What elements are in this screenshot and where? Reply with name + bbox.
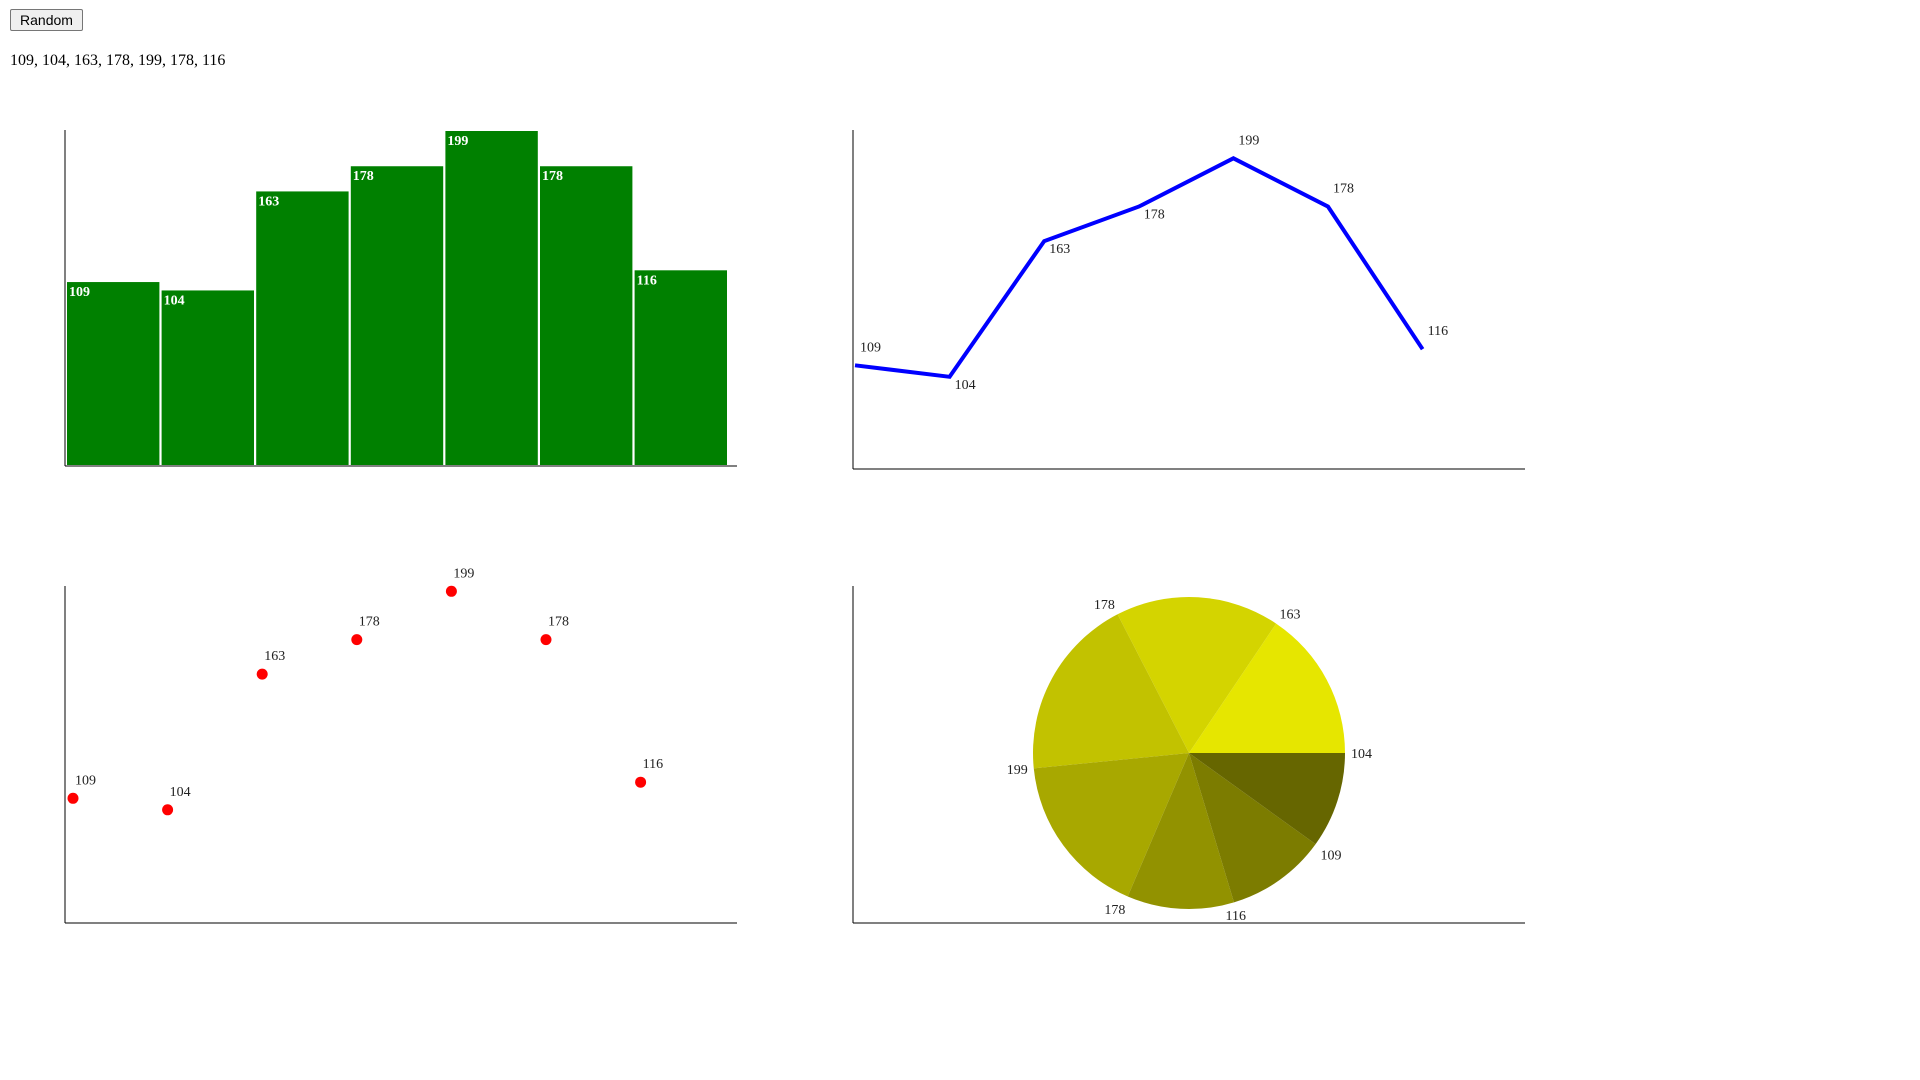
line-point-label: 104 (955, 378, 976, 393)
line-chart: 109 104 163 178 199 178 116 (852, 130, 1525, 470)
bar (634, 270, 727, 465)
scatter-point (351, 634, 363, 646)
scatter-point-label: 109 (75, 773, 96, 788)
scatter-point (67, 792, 79, 804)
scatter-point (256, 668, 268, 680)
line-point-label: 116 (1428, 324, 1448, 339)
line-point-label: 178 (1144, 208, 1165, 223)
bar-label: 199 (447, 134, 468, 149)
bar-label: 116 (637, 273, 657, 288)
bar-label: 109 (69, 285, 90, 300)
pie-slice (1032, 614, 1189, 769)
scatter-point-label: 199 (453, 566, 474, 581)
line-series (854, 156, 1425, 379)
line-point-label: 199 (1238, 133, 1259, 148)
pie-slice-label: 116 (1225, 909, 1245, 924)
random-button[interactable]: Random (10, 9, 83, 31)
bar-label: 178 (542, 169, 563, 184)
bar (350, 166, 444, 466)
bar-label: 178 (353, 169, 374, 184)
bar-label: 104 (164, 293, 185, 308)
scatter-point-label: 163 (264, 649, 285, 664)
pie-chart: 163 178 199 178 116 109 104 (852, 586, 1525, 924)
pie-slice-label: 178 (1094, 598, 1115, 613)
scatter-point-label: 178 (548, 615, 569, 630)
scatter-point (540, 634, 552, 646)
pie-slice (1117, 596, 1277, 753)
pie-slice-label: 163 (1279, 608, 1300, 623)
pie-slice-label: 104 (1351, 747, 1372, 762)
scatter-point (635, 776, 647, 788)
pie-slice (1189, 753, 1345, 845)
scatter-point-label: 178 (359, 615, 380, 630)
pie-slice (1033, 753, 1189, 897)
scatter-point (162, 804, 174, 816)
scatter-point-label: 116 (643, 757, 663, 772)
values-text: 109, 104, 163, 178, 199, 178, 116 (10, 52, 226, 69)
scatter-chart: 109 104 163 178 199 178 116 (64, 566, 737, 924)
pie-slice (1189, 623, 1345, 753)
pie-slice (1127, 753, 1234, 909)
bar (445, 131, 538, 465)
line-point-label: 178 (1333, 182, 1354, 197)
bar (161, 290, 254, 465)
line-point-label: 163 (1049, 242, 1070, 257)
bar-label: 163 (258, 194, 279, 209)
bar (256, 191, 349, 465)
scatter-point (445, 585, 457, 597)
pie-slice-label: 199 (1007, 763, 1028, 778)
pie-slice-label: 178 (1104, 903, 1125, 918)
pie-slice (1189, 753, 1316, 903)
bar-chart: 109 104 163 178 199 178 116 (64, 130, 737, 467)
bar (540, 166, 633, 466)
scatter-point-label: 104 (170, 785, 191, 800)
line-point-label: 109 (860, 340, 881, 355)
pie-slice-label: 109 (1320, 849, 1341, 864)
bar (67, 282, 160, 465)
